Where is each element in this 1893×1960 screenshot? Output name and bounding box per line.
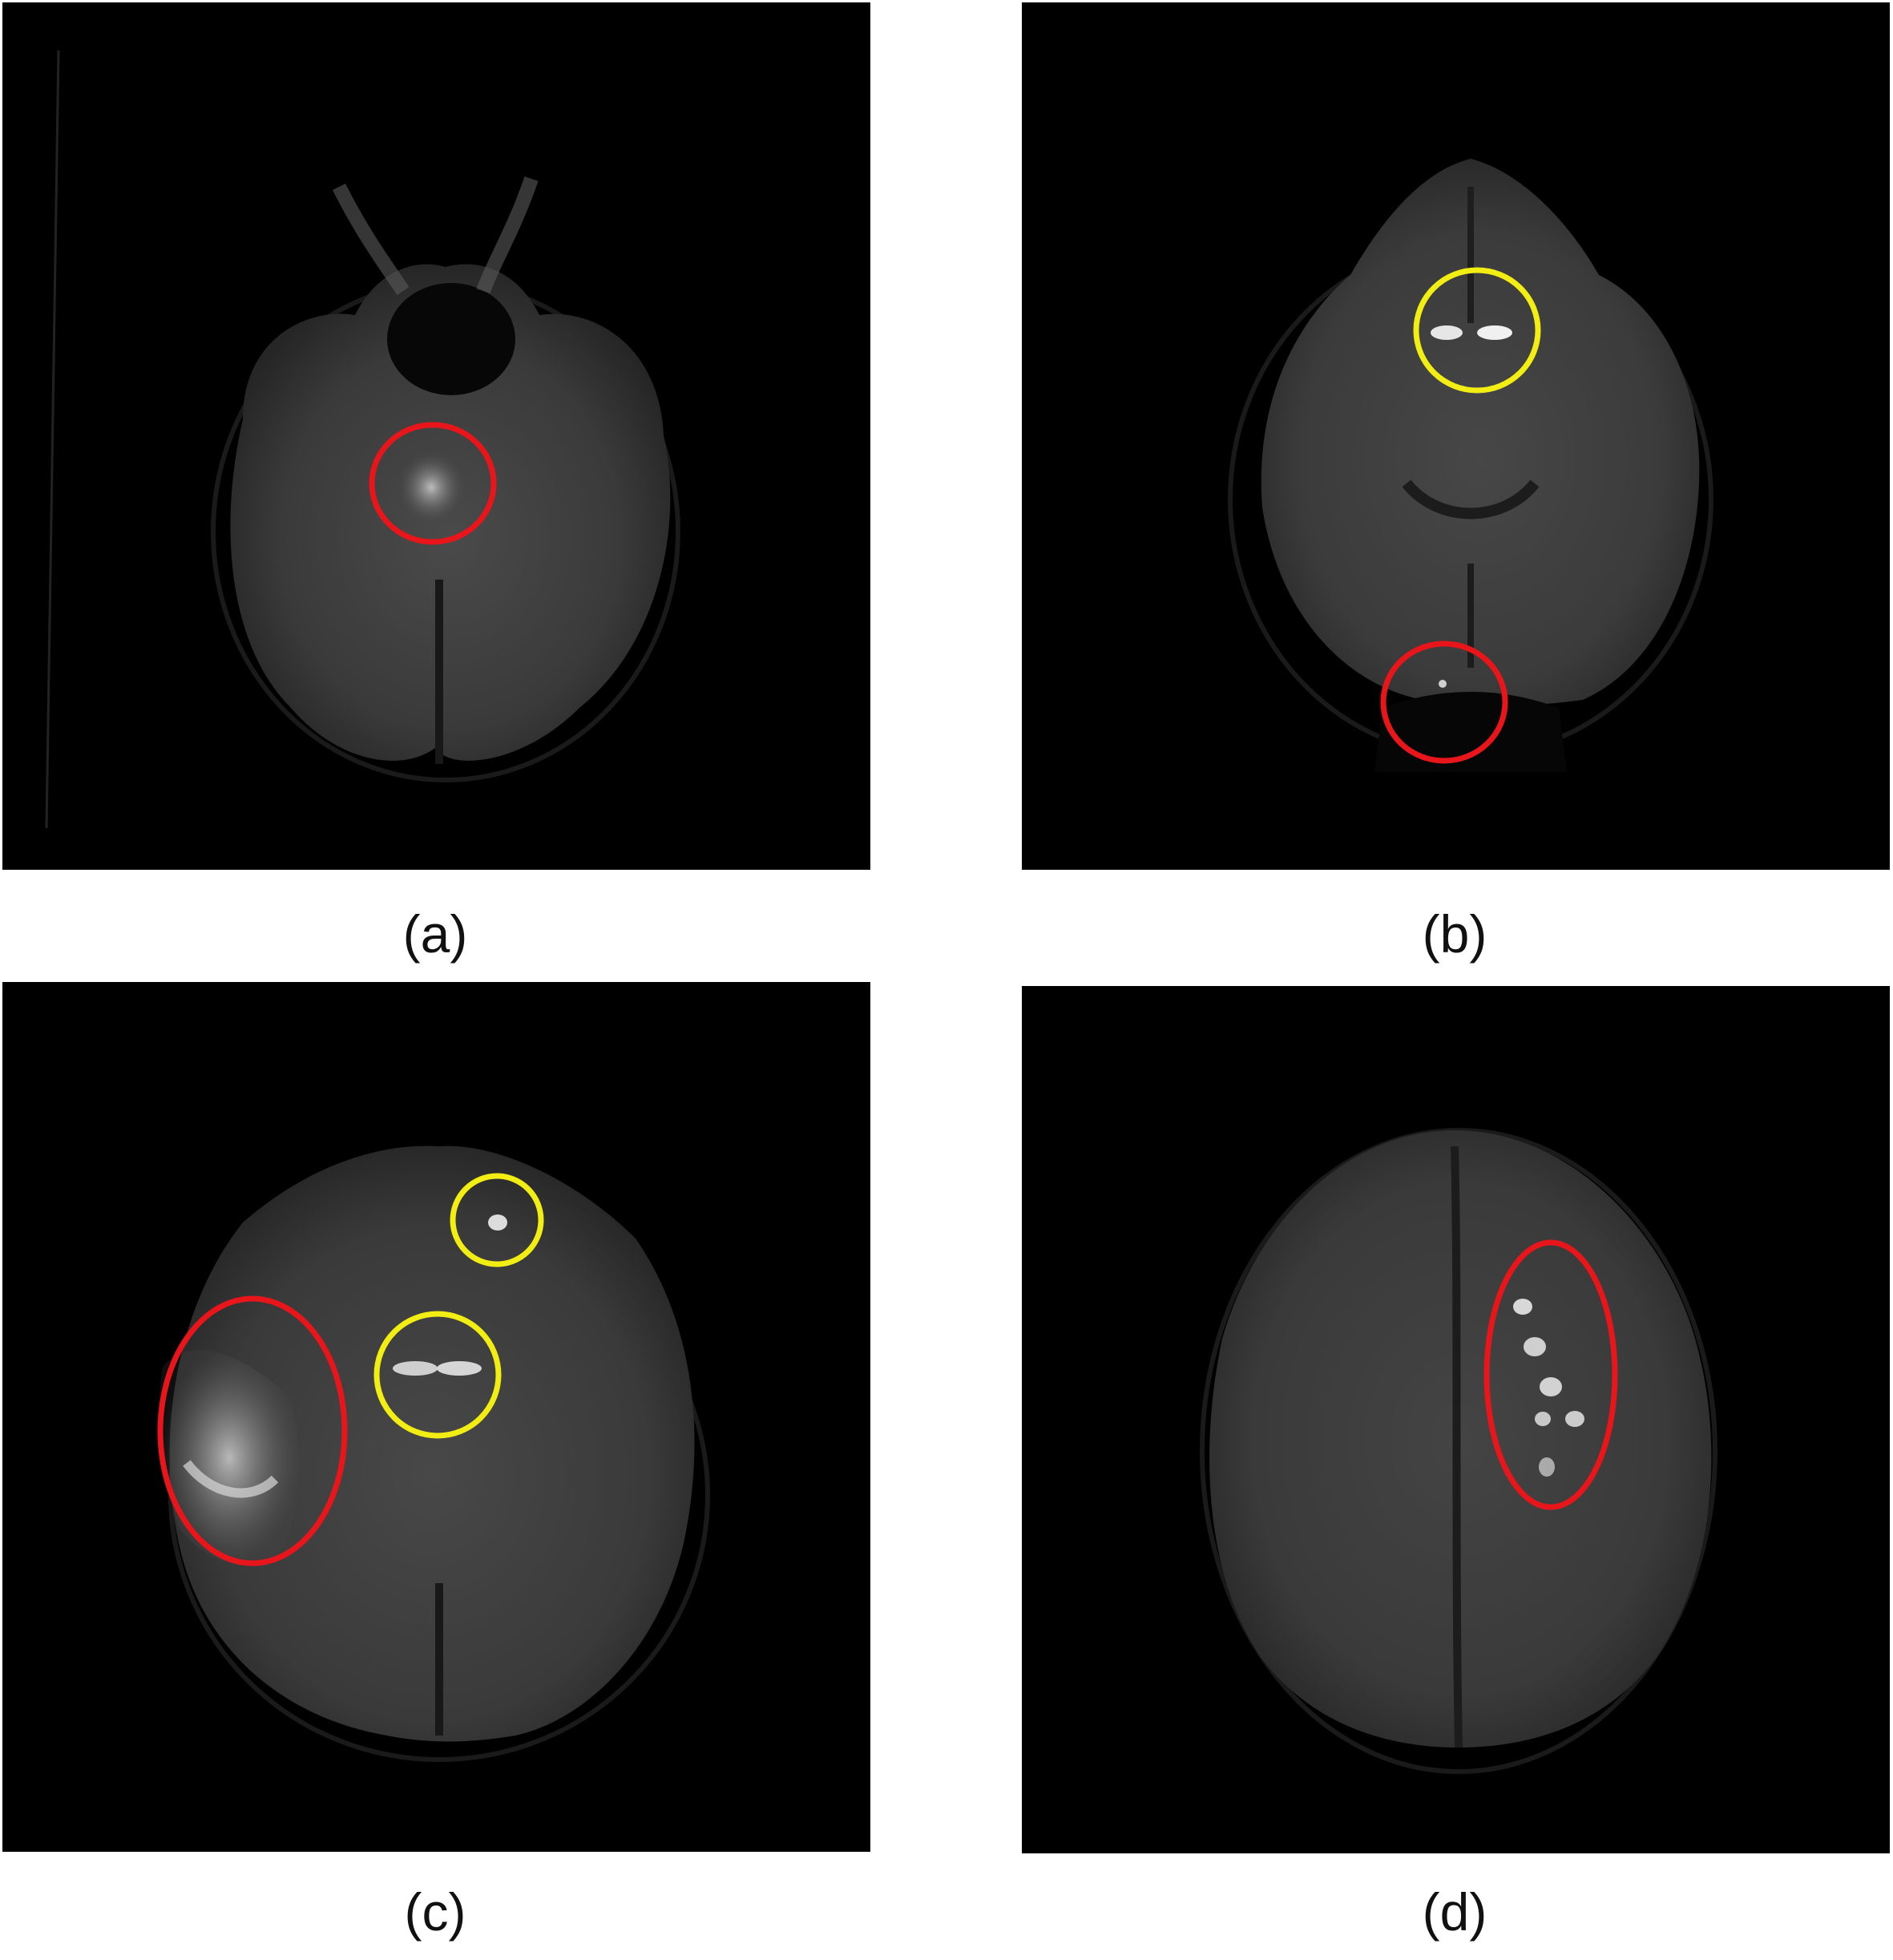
dark-posterior-region: [1374, 692, 1567, 772]
bright-spot: [393, 1361, 438, 1376]
mri-image-a: [45, 50, 680, 829]
caption-c: (c): [404, 1882, 466, 1942]
brain-region: [169, 1146, 695, 1742]
bright-spot: [1513, 1299, 1532, 1315]
caption-a: (a): [402, 904, 468, 964]
interhemispheric-fissure: [1451, 1146, 1463, 1748]
bright-spot: [1477, 325, 1512, 340]
ventricle-shape: [1402, 479, 1540, 519]
hyperintense-lesion-region: [159, 1350, 300, 1566]
caption-b: (b): [1422, 904, 1487, 964]
mri-image-d: [1200, 1128, 1717, 1774]
bright-spot: [1565, 1411, 1584, 1427]
scan-artifact-line: [45, 50, 60, 829]
yellow-circle-marker-small: [450, 1173, 544, 1267]
mri-panel-d: [1022, 986, 1890, 1853]
skull-outline: [1200, 1128, 1717, 1774]
mri-image-c: [157, 1146, 710, 1762]
bright-spot: [488, 1214, 507, 1231]
yellow-circle-marker: [373, 1311, 502, 1439]
mri-panel-a: [2, 2, 870, 870]
caption-d: (d): [1422, 1882, 1487, 1942]
mri-panel-b: [1022, 2, 1890, 870]
bright-gyral-signal: [183, 1460, 279, 1498]
orbital-artifact: [332, 176, 539, 295]
bright-spot: [1431, 325, 1463, 340]
red-ellipse-marker: [1483, 1239, 1618, 1510]
bright-spot: [1535, 1412, 1551, 1426]
red-circle-marker: [369, 422, 497, 545]
bright-spot: [437, 1361, 482, 1376]
brain-region: [1261, 159, 1700, 706]
bright-spot: [1540, 1377, 1562, 1396]
yellow-circle-marker: [1413, 267, 1541, 394]
bright-spot: [1524, 1337, 1546, 1356]
mri-image-b: [1228, 159, 1713, 772]
hyperintense-lesion: [395, 449, 467, 526]
bright-spot: [1539, 1457, 1555, 1477]
red-circle-marker: [1380, 641, 1508, 764]
dark-sinus-region: [387, 283, 515, 395]
mri-panel-c: [2, 982, 870, 1852]
small-bright-spot: [1439, 680, 1447, 688]
red-ellipse-marker: [157, 1295, 348, 1566]
